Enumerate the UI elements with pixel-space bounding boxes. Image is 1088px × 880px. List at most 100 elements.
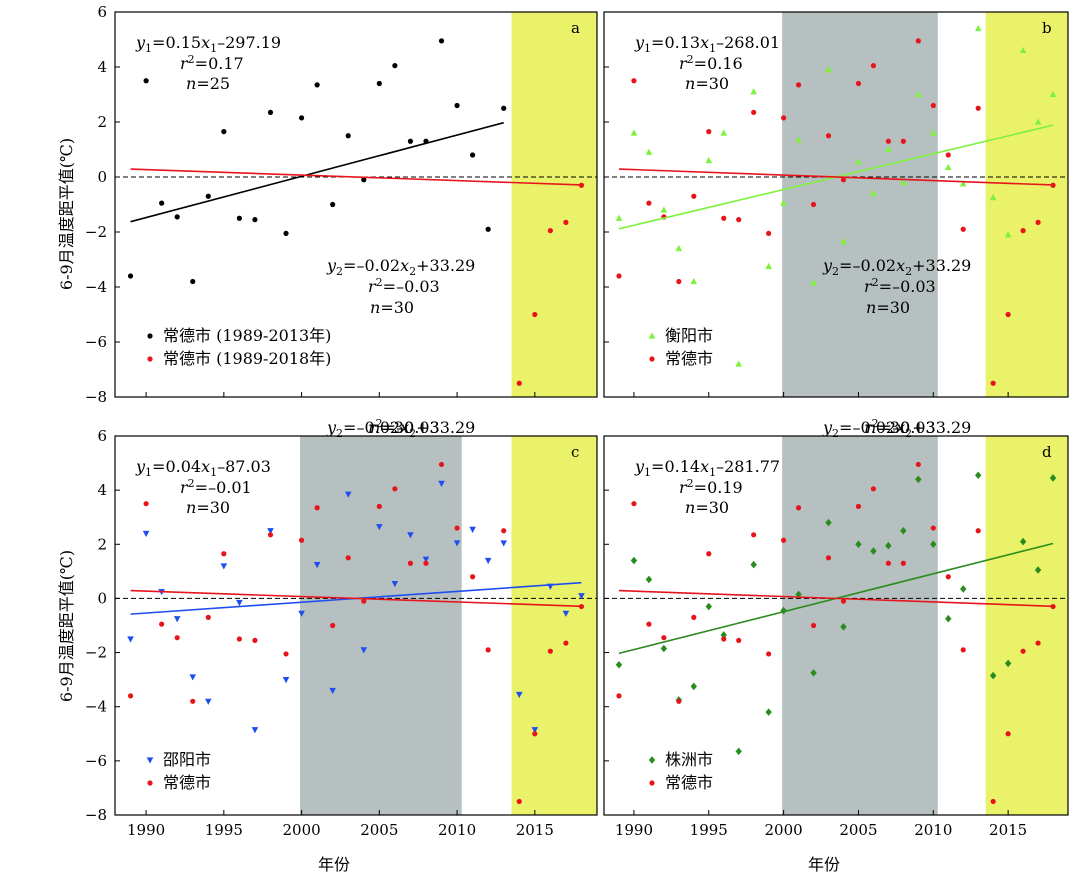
r-squared-1: r2=0.16 [679,53,743,73]
sample-size-1: n=30 [685,74,729,93]
y-tick-label: −4 [85,278,107,296]
data-point [127,693,134,699]
data-point [314,505,320,511]
data-point [391,580,399,588]
data-point [721,636,727,642]
legend-marker [648,332,656,339]
plot-area [615,24,1057,386]
data-point [959,180,967,187]
data-point [330,622,336,629]
y-tick-label: 2 [97,113,107,131]
sample-size-1: n=30 [685,498,729,517]
data-point [855,540,862,549]
data-point [220,563,228,570]
y-tick-label: 6 [97,3,107,21]
data-point [454,102,460,109]
data-point [190,278,196,285]
x-tick-label: 2015 [989,821,1027,839]
legend-label: 株洲市 [665,750,713,769]
data-point [885,145,892,153]
data-point [960,585,967,593]
data-point [840,177,847,183]
data-point [766,230,772,236]
data-point [855,158,862,165]
panel-label: b [1042,19,1052,37]
data-point [691,614,697,620]
legend-label: 邵阳市 [163,750,211,769]
y-tick-label: −8 [85,806,107,824]
data-point [453,540,461,547]
data-point [1035,219,1041,225]
data-point [267,528,274,535]
x-axis-label-left: 年份 [318,855,350,874]
x-tick-label: 1995 [205,821,243,839]
data-point [516,380,522,386]
data-point [469,526,476,533]
data-point [329,687,336,695]
legend-marker [649,356,655,362]
y-tick-label: 4 [97,58,107,76]
data-point [407,532,414,539]
data-point [298,610,305,617]
r-squared-2: r2=–0.03 [368,417,440,437]
data-point [690,277,698,285]
legend-marker [146,757,154,764]
r-squared-1: r2=–0.01 [180,477,252,497]
regression-equation-2: y2=–0.02x2+33.29 [326,256,475,278]
x-tick-label: 1995 [690,821,728,839]
y-tick-label: −2 [85,644,107,662]
data-point [721,215,727,221]
x-tick-label: 1990 [615,821,653,839]
legend-marker [147,333,153,339]
data-point [423,560,429,566]
data-point [781,115,787,121]
data-point [810,201,817,208]
fit-line [618,589,1054,608]
data-point [438,480,445,487]
data-point [578,182,585,188]
data-point [736,217,742,223]
data-point [407,560,414,566]
data-point [885,541,892,550]
data-point [376,524,383,531]
data-point [810,622,817,629]
regression-equation-1: y1=0.04x1–87.03 [135,457,271,479]
y-tick-label: −6 [85,333,107,351]
data-point [751,532,757,538]
data-point [361,177,367,183]
fit-line [130,168,582,186]
data-point [855,503,862,509]
data-point [930,540,937,549]
data-point [631,78,637,84]
data-point [750,560,757,569]
data-point [645,148,653,155]
y-axis-label-top: 6-9月温度距平值(℃) [57,138,76,290]
data-point [915,461,921,468]
plot-area [127,38,585,386]
panel-c: 1990 1995 2000 2005 2010 2015 −8 −6 −4 −2 0 2 4 6 c y1=… [85,417,598,839]
data-point [840,598,847,604]
data-point [615,660,623,669]
data-point [283,230,289,236]
data-point [974,471,982,480]
data-point [930,525,936,531]
data-point [236,636,242,642]
data-point [675,244,683,252]
data-point [900,178,907,186]
panel-b: by1=0.13x1–268.01r2=0.16n=30y2=–0.02x2+3… [603,11,1069,398]
data-point [840,623,847,631]
fit-line [130,121,504,223]
data-point [1050,182,1056,188]
data-point [314,82,320,88]
data-point [392,63,398,69]
r-squared-2: r2=–0.03 [368,276,440,296]
data-point [720,631,727,639]
data-point [735,360,743,367]
data-point [676,698,682,704]
panel-label: d [1042,443,1052,461]
data-point [251,727,259,734]
data-point [532,731,538,737]
data-point [915,475,922,484]
yellow-band [511,12,597,397]
x-tick-label: 2000 [765,821,803,839]
